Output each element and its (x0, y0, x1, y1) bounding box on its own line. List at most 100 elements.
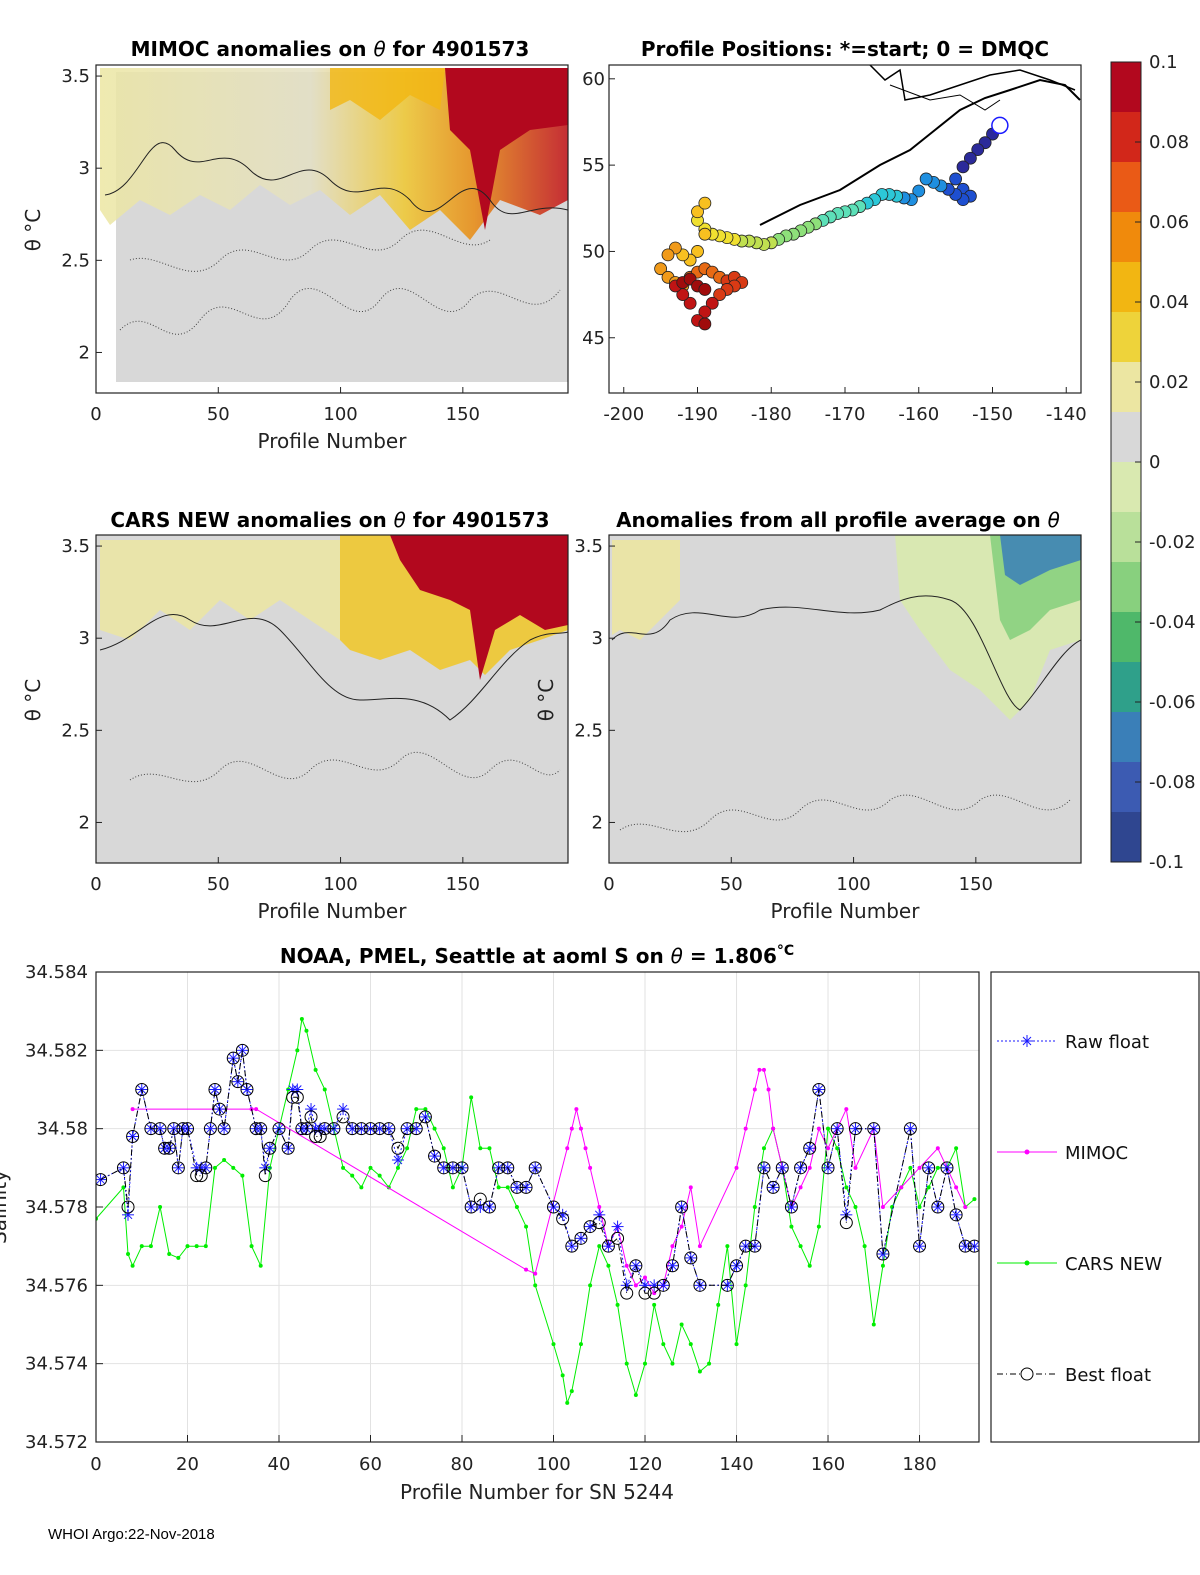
y-tick-label: 3.5 (574, 536, 603, 557)
y-tick-label: 34.574 (25, 1354, 88, 1375)
colorbar-tick-label: 0.06 (1149, 212, 1189, 233)
data-point (533, 1271, 538, 1276)
x-tick-label: 80 (451, 1454, 474, 1475)
y-tick-label: 2.5 (574, 720, 603, 741)
data-point (286, 1090, 300, 1104)
data-point (368, 1165, 373, 1170)
data-point (391, 1141, 405, 1155)
y-tick-label: 34.572 (25, 1432, 88, 1453)
data-point (785, 1201, 798, 1213)
data-point (766, 1180, 780, 1194)
position-marker (698, 317, 712, 331)
colorbar-segment (1111, 762, 1141, 813)
data-point (844, 1107, 849, 1112)
x-tick-label: 100 (323, 874, 357, 895)
y-tick-label: 34.576 (25, 1275, 88, 1296)
data-point (844, 1185, 849, 1190)
colorbar-segment (1111, 712, 1141, 763)
average-heatmap (609, 535, 1081, 863)
data-point (583, 1146, 588, 1151)
data-point (830, 1122, 844, 1136)
data-point (116, 1161, 130, 1175)
data-point (643, 1361, 648, 1366)
position-marker (912, 184, 926, 198)
colorbar-segment (1111, 312, 1141, 363)
colorbar: 0.1 0.08 0.06 0.04 0.02 0 -0.02 -0.04 -0.06 -0.08… (1110, 52, 1196, 873)
x-tick-label: -200 (603, 404, 644, 425)
average-axes: 0 50 100 150 3.5 3 2.5 2 (574, 536, 993, 895)
x-tick-label: 0 (603, 874, 614, 895)
positions-axes: -200 -190 -180 -170 -160 -150 -140 60 55 50 45 (582, 69, 1087, 425)
data-point (606, 1263, 611, 1268)
data-point (139, 1244, 144, 1249)
colorbar-tick-label: -0.1 (1149, 852, 1184, 873)
data-point (524, 1224, 529, 1229)
data-point (419, 1110, 432, 1123)
data-point (391, 1154, 404, 1166)
colorbar-segment (1111, 162, 1141, 213)
colorbar-segment (1111, 112, 1141, 163)
data-point (592, 1216, 606, 1230)
data-point (940, 1161, 954, 1175)
data-point (950, 1208, 963, 1221)
positions-panel: Profile Positions: *=start; 0 = DMQC -20… (582, 37, 1087, 425)
data-point (862, 1244, 867, 1249)
data-point (798, 1244, 803, 1249)
data-point (455, 1161, 469, 1175)
colorbar-tick-label: 0.08 (1149, 132, 1189, 153)
data-point (295, 1048, 300, 1053)
data-point (158, 1141, 172, 1155)
data-point (194, 1169, 208, 1183)
legend-item-raw-float: Raw float (997, 1032, 1149, 1053)
data-point (176, 1255, 181, 1260)
position-marker (971, 143, 985, 156)
data-point (167, 1252, 172, 1256)
data-point (199, 1161, 213, 1175)
data-point (373, 1122, 387, 1136)
data-point (382, 1122, 396, 1136)
data-point (835, 1146, 840, 1151)
x-tick-label: 100 (836, 874, 870, 895)
legend-item-best-float: Best float (997, 1365, 1151, 1386)
colorbar-segment (1111, 812, 1141, 863)
data-point (249, 1244, 254, 1249)
data-point (752, 1087, 757, 1092)
colorbar-tick-label: 0.04 (1149, 292, 1189, 313)
data-point (258, 1169, 272, 1183)
data-point (304, 1028, 309, 1033)
data-point (853, 1165, 858, 1170)
data-point (556, 1212, 570, 1226)
y-tick-label: 34.584 (25, 962, 88, 983)
data-point (670, 1361, 675, 1366)
colorbar-segment (1111, 412, 1141, 463)
data-point (679, 1224, 684, 1229)
data-point (203, 1244, 208, 1249)
mimoc-ylabel: θ °C (21, 209, 45, 252)
cars-heatmap (96, 535, 568, 863)
salinity-chart: NOAA, PMEL, Seattle at aoml S on θ = 1.8… (0, 943, 980, 1504)
data-point (212, 1165, 217, 1170)
data-point (299, 1017, 304, 1021)
data-point (666, 1259, 679, 1272)
position-markers (654, 116, 1009, 331)
salinity-ylabel: Salinity (0, 1170, 11, 1244)
data-point (803, 1141, 817, 1155)
salinity-xlabel: Profile Number for SN 5244 (400, 1480, 674, 1504)
x-tick-label: 0 (90, 404, 101, 425)
data-point (752, 1205, 757, 1209)
data-point (913, 1239, 927, 1253)
data-point (597, 1205, 602, 1209)
mimoc-axes: 0 50 100 150 3.5 3 2.5 2 (61, 66, 480, 425)
position-marker (949, 172, 963, 186)
colorbar-segment (1111, 212, 1141, 263)
data-point (478, 1146, 483, 1151)
data-point (633, 1393, 638, 1397)
y-tick-label: 3 (592, 628, 603, 649)
data-point (638, 1286, 652, 1300)
data-point (117, 1161, 130, 1174)
x-tick-label: -150 (972, 404, 1013, 425)
data-point (615, 1302, 620, 1307)
position-marker (698, 196, 712, 210)
data-point (240, 1173, 245, 1178)
colorbar-segment (1111, 462, 1141, 513)
